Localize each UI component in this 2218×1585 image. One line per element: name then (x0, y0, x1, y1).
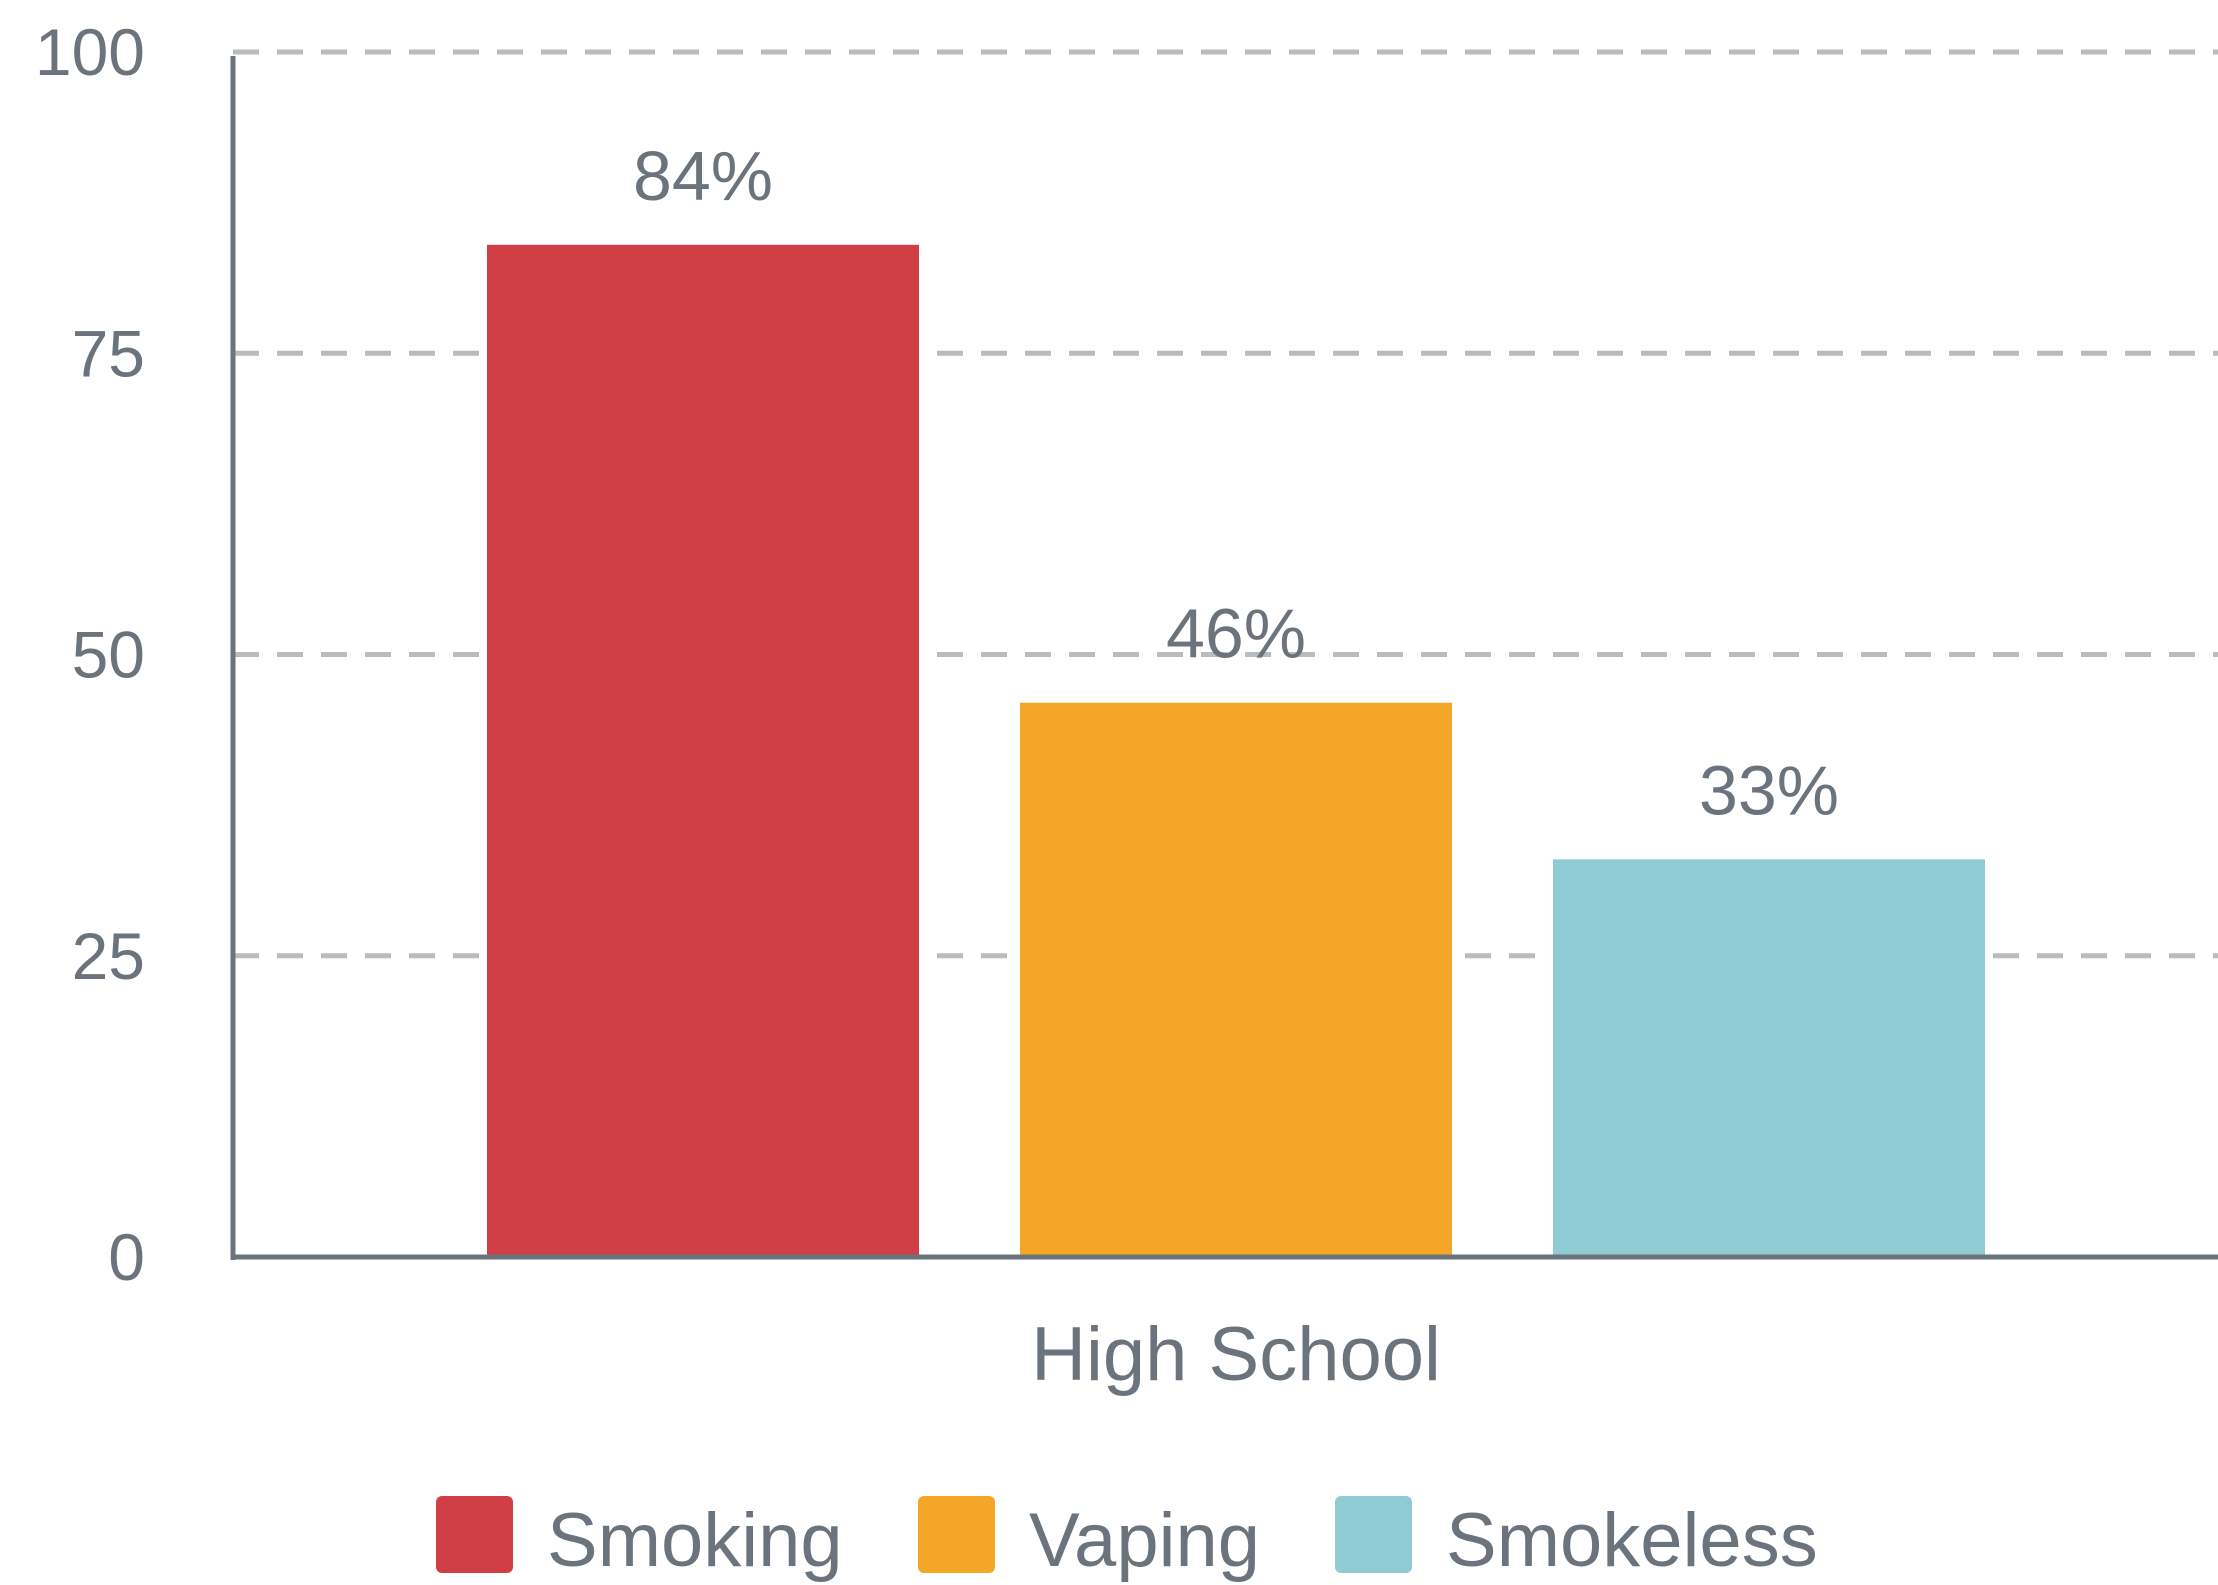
y-tick-label: 0 (108, 1220, 145, 1294)
axes (230, 56, 2218, 1260)
legend: Smoking Vaping Smokeless (436, 1496, 1818, 1583)
legend-item: Smoking (436, 1496, 843, 1583)
data-label: 84% (633, 137, 773, 215)
legend-swatch (1335, 1496, 1412, 1573)
bar-smoking (487, 244, 919, 1258)
legend-item: Smokeless (1335, 1496, 1818, 1583)
data-label: 33% (1699, 751, 1839, 829)
y-tick-label: 100 (35, 15, 145, 89)
y-tick-label: 25 (72, 919, 145, 993)
legend-label: Vaping (1029, 1498, 1260, 1583)
x-category-label: High School (1031, 1312, 1441, 1397)
legend-swatch (918, 1496, 995, 1573)
y-tick-label: 75 (72, 316, 145, 390)
legend-label: Smoking (547, 1498, 843, 1583)
bars (487, 244, 1985, 1258)
y-tick-label: 50 (72, 618, 145, 692)
data-label: 46% (1166, 595, 1306, 673)
labels: 0 25 50 75 100 84% 46% 33% High School (35, 15, 1839, 1397)
legend-item: Vaping (918, 1496, 1260, 1583)
legend-swatch (436, 1496, 513, 1573)
bar-vaping (1020, 702, 1452, 1257)
bar-smokeless (1553, 859, 1985, 1257)
legend-label: Smokeless (1446, 1498, 1818, 1583)
